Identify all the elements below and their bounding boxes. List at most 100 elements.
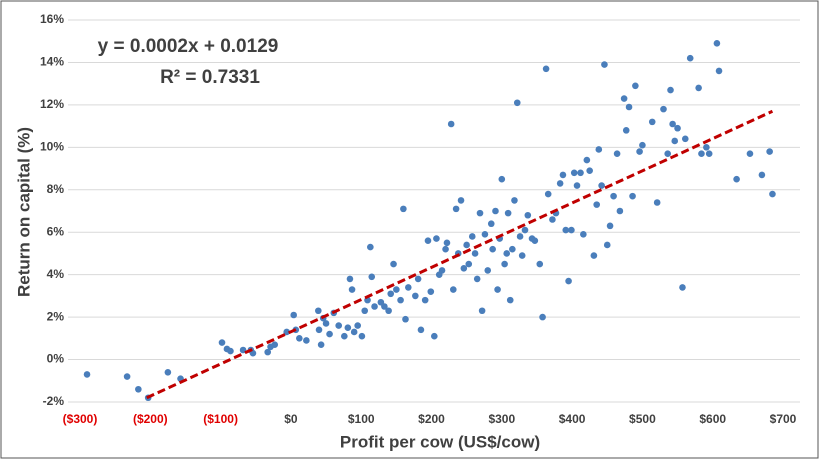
point	[492, 207, 499, 215]
point	[400, 205, 407, 213]
point	[438, 267, 446, 274]
point	[427, 288, 435, 295]
point	[315, 326, 323, 334]
point	[660, 105, 667, 113]
point	[758, 171, 766, 179]
point	[632, 82, 639, 90]
point	[290, 311, 298, 319]
point	[629, 192, 636, 200]
y-tick-label: 2%	[47, 309, 65, 323]
point	[227, 347, 234, 355]
point	[326, 330, 333, 338]
trendline	[146, 109, 774, 400]
point	[402, 315, 409, 323]
x-tick-label: $0	[284, 412, 298, 426]
point	[733, 175, 740, 183]
x-tick-label: $400	[559, 412, 586, 426]
point	[315, 307, 322, 315]
point	[218, 339, 226, 346]
point	[487, 220, 495, 228]
x-tick-label: $300	[488, 412, 515, 426]
point	[350, 328, 358, 336]
point	[393, 286, 400, 293]
point	[580, 231, 587, 238]
y-tick-label: 14%	[40, 55, 64, 69]
point	[577, 169, 584, 177]
x-tick-label: $600	[699, 412, 726, 426]
point	[417, 326, 425, 334]
equation: y = 0.0002x + 0.0129	[98, 36, 279, 57]
point	[341, 332, 348, 340]
point	[452, 205, 460, 213]
point	[447, 120, 455, 128]
point	[766, 148, 773, 155]
point	[303, 337, 310, 344]
x-tick-label: ($300)	[63, 412, 98, 426]
point	[583, 156, 591, 164]
point	[703, 144, 710, 151]
point	[164, 368, 172, 376]
point	[513, 99, 521, 107]
point	[460, 265, 468, 272]
point	[473, 275, 481, 283]
point	[686, 54, 694, 62]
point	[503, 250, 511, 257]
point	[506, 296, 514, 304]
x-tick-label: ($200)	[133, 412, 168, 426]
point	[123, 373, 131, 380]
point	[695, 84, 702, 92]
x-axis-label: Profit per cow (US$/cow)	[340, 432, 540, 451]
point	[489, 245, 496, 253]
point	[524, 211, 532, 219]
y-tick-label: 0%	[47, 352, 65, 366]
point	[715, 67, 723, 75]
point	[648, 118, 656, 126]
point	[556, 180, 564, 187]
x-tick-label: ($100)	[203, 412, 238, 426]
point	[463, 241, 470, 249]
y-tick-label: -2%	[43, 394, 65, 408]
point	[613, 150, 621, 157]
point	[344, 324, 352, 332]
point	[518, 252, 526, 259]
y-tick-label: 16%	[40, 12, 64, 26]
point	[559, 171, 567, 179]
point	[431, 332, 438, 340]
point	[705, 150, 713, 157]
point	[606, 222, 614, 230]
point	[481, 231, 489, 238]
point	[595, 146, 603, 153]
point	[358, 332, 366, 340]
point	[769, 190, 776, 198]
point	[636, 148, 643, 155]
point	[387, 290, 395, 298]
point	[381, 303, 388, 310]
point	[414, 275, 422, 283]
point	[622, 127, 630, 134]
point	[322, 320, 330, 327]
x-tick-label: $200	[418, 412, 445, 426]
point	[135, 385, 142, 393]
point	[390, 260, 397, 268]
point	[501, 260, 508, 268]
point	[397, 296, 404, 304]
point	[504, 209, 512, 217]
point	[361, 307, 369, 315]
point	[335, 322, 343, 329]
point	[570, 169, 578, 177]
point	[698, 150, 705, 157]
point	[511, 197, 518, 204]
point	[468, 233, 476, 240]
point	[601, 61, 608, 68]
point	[544, 190, 552, 198]
point	[348, 286, 356, 293]
point	[542, 65, 550, 73]
point	[562, 226, 570, 234]
point	[620, 95, 628, 102]
point	[669, 120, 676, 128]
point	[368, 273, 376, 281]
point	[674, 124, 681, 132]
point	[625, 103, 633, 111]
x-tick-label: $500	[629, 412, 656, 426]
